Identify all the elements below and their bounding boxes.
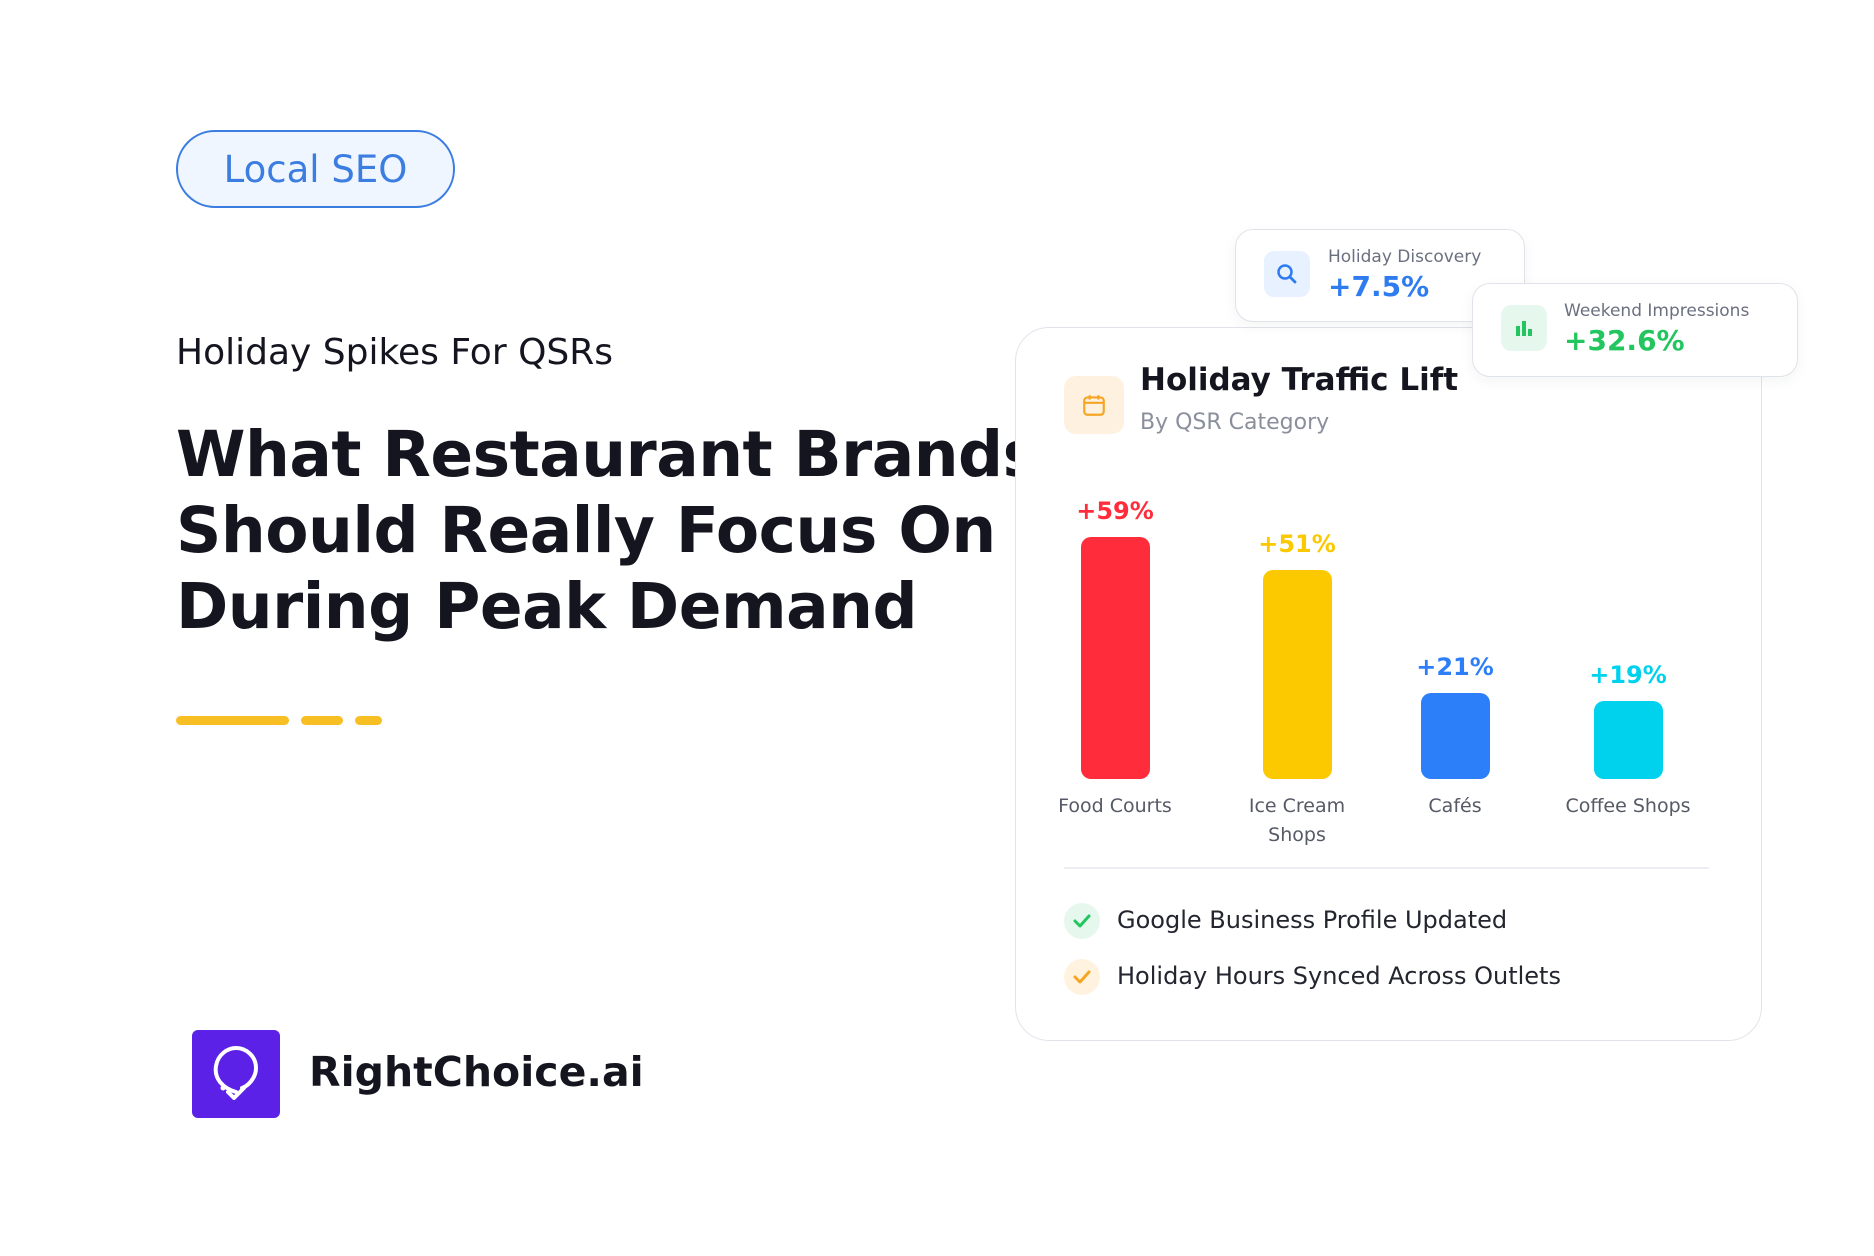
chart-subtitle: By QSR Category	[1140, 410, 1330, 435]
calendar-icon	[1064, 376, 1124, 434]
headline-line: Should Really Focus On	[176, 494, 996, 567]
stat-value: +32.6%	[1564, 324, 1685, 357]
logo	[192, 1030, 280, 1118]
value-label: +21%	[1416, 652, 1494, 681]
divider-dash	[355, 716, 382, 725]
divider-dash	[176, 716, 289, 725]
category-label: Coffee Shops	[1565, 795, 1691, 817]
tag-pill: Local SEO	[176, 130, 455, 208]
stat-label: Holiday Discovery	[1328, 247, 1482, 267]
category-label: Food Courts	[1058, 795, 1172, 817]
brand-name: RightChoice.ai	[309, 1048, 644, 1096]
checklist-item: Holiday Hours Synced Across Outlets	[1117, 962, 1561, 990]
kicker: Holiday Spikes For QSRs	[176, 332, 614, 373]
logo-icon	[213, 1045, 259, 1100]
stat-label: Weekend Impressions	[1564, 301, 1750, 321]
value-label: +19%	[1589, 661, 1667, 690]
category-label: Ice Cream Shops	[1248, 795, 1346, 846]
separator	[1064, 867, 1709, 869]
bars-icon	[1501, 305, 1547, 351]
divider-dash	[301, 716, 343, 725]
headline-line: What Restaurant Brands	[176, 418, 1040, 491]
bar	[1262, 569, 1332, 779]
chart-title: Holiday Traffic Lift	[1140, 362, 1459, 398]
bar	[1420, 692, 1490, 779]
search-icon	[1264, 251, 1310, 297]
checklist-item: Google Business Profile Updated	[1117, 906, 1508, 934]
bar	[1593, 701, 1663, 779]
check-icon	[1064, 959, 1100, 995]
value-label: +59%	[1076, 497, 1154, 526]
category-label: Cafés	[1428, 795, 1482, 817]
bar	[1080, 537, 1150, 779]
value-label: +51%	[1258, 529, 1336, 558]
headline-line: During Peak Demand	[176, 570, 918, 643]
stat-value: +7.5%	[1328, 270, 1430, 303]
check-icon	[1064, 903, 1100, 939]
